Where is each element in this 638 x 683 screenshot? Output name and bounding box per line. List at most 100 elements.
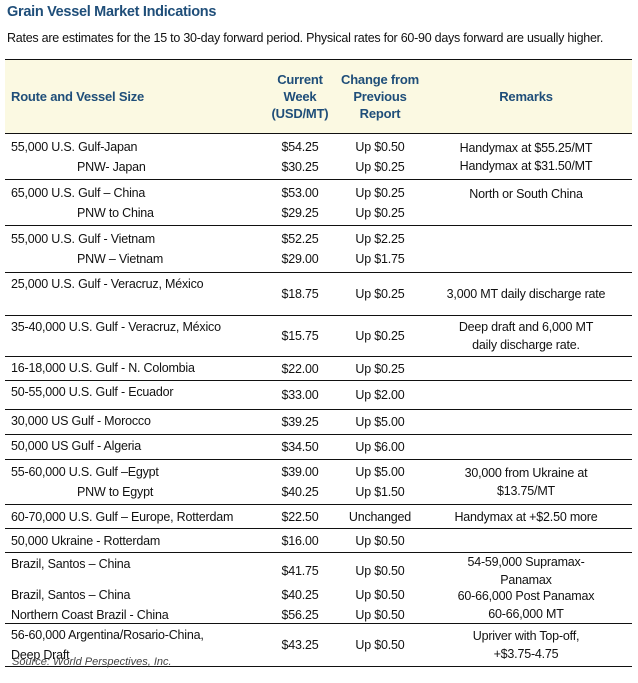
remarks-cell-line: Panamax (500, 573, 552, 587)
route-line: PNW – Vietnam (77, 252, 164, 266)
remarks-cell-line: North or South China (469, 186, 583, 201)
route-line: 60-70,000 U.S. Gulf – Europe, Rotterdam (11, 509, 234, 524)
remarks-cell: Deep draft and 6,000 MT daily discharge r… (420, 316, 632, 356)
price-cell: $54.25 $30.25 (260, 134, 340, 179)
price-cell-line: $15.75 (281, 329, 319, 343)
route-cell: Brazil, Santos – China (5, 553, 260, 589)
change-cell-line: Up $5.00 (355, 415, 405, 429)
route-line: 50,000 Ukraine - Rotterdam (11, 533, 161, 548)
route-line: Northern Coast Brazil - China (11, 608, 169, 622)
table-row: 56-60,000 Argentina/Rosario-China, Deep D… (5, 624, 632, 666)
table-row-group: 55,000 U.S. Gulf-Japan PNW- Japan $54.25 $3… (5, 134, 632, 180)
price-cell-line: $39.00 (281, 465, 319, 479)
change-cell-line: Up $1.50 (355, 485, 405, 499)
route-cell: 56-60,000 Argentina/Rosario-China, Deep D… (5, 624, 260, 666)
table-row: 55,000 U.S. Gulf - Vietnam PNW – Vietnam $… (5, 226, 632, 272)
price-cell: $39.25 (260, 410, 340, 434)
route-line: 16-18,000 U.S. Gulf - N. Colombia (11, 361, 195, 375)
route-line: 25,000 U.S. Gulf - Veracruz, México (11, 277, 204, 291)
price-cell: $39.00 $40.25 (260, 460, 340, 504)
table-row: 35-40,000 U.S. Gulf - Veracruz, México $1… (5, 316, 632, 356)
route-line: 65,000 U.S. Gulf – China (11, 185, 146, 200)
change-cell-line: Up $0.25 (355, 329, 405, 343)
remarks-cell-line: +$3.75-4.75 (493, 647, 559, 661)
price-cell: $22.00 (260, 357, 340, 380)
remarks-cell (420, 381, 632, 409)
price-cell: $22.50 (260, 505, 340, 528)
table-row: 55-60,000 U.S. Gulf –Egypt PNW to Egypt $3… (5, 460, 632, 504)
price-cell-line: $34.50 (281, 440, 319, 454)
change-cell: Up $0.50 Up $0.25 (340, 134, 420, 179)
table-row-group: 50,000 US Gulf - Algeria $34.50 Up $6.00 (5, 435, 632, 460)
change-cell: Up $6.00 (340, 435, 420, 459)
change-cell-line: Up $0.50 (355, 564, 405, 578)
price-cell-line: $22.50 (281, 509, 319, 524)
route-line: Brazil, Santos – China (11, 588, 131, 602)
price-cell-line: $16.00 (281, 533, 319, 548)
price-cell: $43.25 (260, 624, 340, 666)
route-cell: 30,000 US Gulf - Morocco (5, 410, 260, 434)
price-cell-line: $43.25 (281, 638, 319, 652)
route-line: 35-40,000 U.S. Gulf - Veracruz, México (11, 320, 221, 334)
change-cell: Up $0.50 (340, 624, 420, 666)
change-cell-line: Up $0.50 (355, 638, 405, 652)
change-cell-line: Up $0.25 (355, 185, 405, 200)
route-line: 50-55,000 U.S. Gulf - Ecuador (11, 385, 174, 399)
price-cell-line: $33.00 (281, 388, 319, 402)
price-cell: $53.00 $29.25 (260, 180, 340, 225)
remarks-cell: Upriver with Top-off, +$3.75-4.75 (420, 624, 632, 666)
route-line: 56-60,000 Argentina/Rosario-China, (11, 628, 204, 642)
price-cell: $41.75 (260, 553, 340, 589)
change-cell-line: Up $0.50 (355, 608, 405, 622)
price-cell: $34.50 (260, 435, 340, 459)
change-cell-line: Up $0.25 (355, 361, 405, 376)
remarks-cell-line: 54-59,000 Supramax- (467, 555, 585, 569)
change-cell: Up $0.50 (340, 529, 420, 552)
table-row: 16-18,000 U.S. Gulf - N. Colombia $22.00 U… (5, 357, 632, 380)
change-cell: Up $0.25 (340, 273, 420, 315)
route-cell: 25,000 U.S. Gulf - Veracruz, México (5, 273, 260, 315)
table-row-group: 16-18,000 U.S. Gulf - N. Colombia $22.00 U… (5, 357, 632, 381)
route-line: 55-60,000 U.S. Gulf –Egypt (11, 465, 159, 479)
remarks-cell-line: 3,000 MT daily discharge rate (446, 287, 606, 301)
route-cell: 55-60,000 U.S. Gulf –Egypt PNW to Egypt (5, 460, 260, 504)
change-cell: Up $2.25 Up $1.75 (340, 226, 420, 272)
remarks-cell-line: 30,000 from Ukraine at (464, 466, 588, 480)
remarks-cell-line: $13.75/MT (497, 484, 555, 498)
change-cell-line: Up $6.00 (355, 440, 405, 454)
table-row: 65,000 U.S. Gulf – China PNW to China $53.… (5, 180, 632, 225)
header-remarks: Remarks (499, 89, 553, 104)
price-cell-line: $29.00 (281, 252, 319, 266)
remarks-cell: Handymax at +$2.50 more (420, 505, 632, 528)
route-line: 30,000 US Gulf - Morocco (11, 414, 151, 428)
route-cell: 65,000 U.S. Gulf – China PNW to China (5, 180, 260, 225)
remarks-cell: North or South China (420, 180, 632, 225)
page-title: Grain Vessel Market Indications (7, 4, 217, 20)
remarks-cell (420, 357, 632, 380)
price-cell: $33.00 (260, 381, 340, 409)
header-route: Route and Vessel Size (11, 89, 145, 104)
change-cell-line: Up $1.75 (355, 252, 405, 266)
table-row-group: 30,000 US Gulf - Morocco $39.25 Up $5.00 (5, 410, 632, 435)
change-cell: Unchanged (340, 505, 420, 528)
remarks-cell-line (420, 203, 632, 221)
price-cell-line: $40.25 (281, 485, 319, 499)
subtitle: Rates are estimates for the 15 to 30-day… (7, 31, 604, 45)
change-cell: Up $0.50 Up $0.50 (340, 585, 420, 625)
route-cell: 60-70,000 U.S. Gulf – Europe, Rotterdam (5, 505, 260, 528)
price-cell: $52.25 $29.00 (260, 226, 340, 272)
price-cell-line: $54.25 (281, 139, 319, 154)
table-row: Brazil, Santos – China Northern Coast Bra… (5, 585, 632, 623)
price-cell: $40.25 $56.25 (260, 585, 340, 625)
change-cell-line: Up $2.25 (355, 232, 405, 246)
table-row: 30,000 US Gulf - Morocco $39.25 Up $5.00 (5, 410, 632, 434)
price-cell-line: $29.25 (281, 205, 319, 220)
route-cell: 50-55,000 U.S. Gulf - Ecuador (5, 381, 260, 409)
table-row-group: 60-70,000 U.S. Gulf – Europe, Rotterdam $… (5, 505, 632, 529)
table-body: 55,000 U.S. Gulf-Japan PNW- Japan $54.25 $3… (5, 134, 632, 667)
route-line: Brazil, Santos – China (11, 557, 131, 571)
price-cell: $16.00 (260, 529, 340, 552)
table-row: 60-70,000 U.S. Gulf – Europe, Rotterdam $… (5, 505, 632, 528)
route-cell: 55,000 U.S. Gulf - Vietnam PNW – Vietnam (5, 226, 260, 272)
remarks-cell: 30,000 from Ukraine at $13.75/MT (420, 460, 632, 504)
